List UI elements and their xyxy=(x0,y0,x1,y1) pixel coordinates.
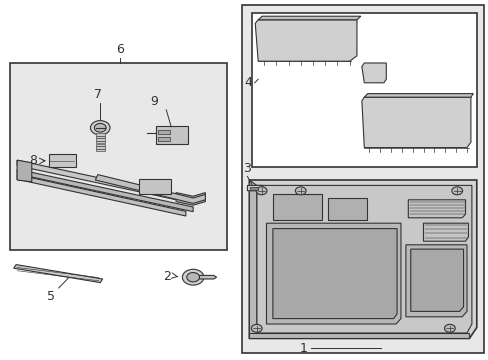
Polygon shape xyxy=(176,193,205,205)
Circle shape xyxy=(444,324,454,332)
Polygon shape xyxy=(256,185,471,333)
Bar xyxy=(96,133,104,136)
Polygon shape xyxy=(247,185,263,191)
Bar xyxy=(242,5,483,353)
Polygon shape xyxy=(249,180,256,338)
Polygon shape xyxy=(14,265,102,283)
Polygon shape xyxy=(17,169,193,212)
Bar xyxy=(251,13,476,167)
Text: 5: 5 xyxy=(47,290,55,303)
Circle shape xyxy=(295,187,305,195)
Bar xyxy=(49,154,76,167)
Polygon shape xyxy=(255,20,356,61)
Circle shape xyxy=(256,187,266,195)
Bar xyxy=(10,63,227,250)
Bar xyxy=(158,137,170,141)
Text: 3: 3 xyxy=(243,162,251,175)
Text: 4: 4 xyxy=(244,76,251,89)
Circle shape xyxy=(94,123,106,132)
Text: 6: 6 xyxy=(116,43,123,56)
Polygon shape xyxy=(95,175,205,203)
Polygon shape xyxy=(272,229,396,319)
Circle shape xyxy=(451,187,462,195)
Bar xyxy=(96,144,104,146)
Bar xyxy=(96,136,104,138)
Polygon shape xyxy=(423,223,468,241)
Bar xyxy=(250,187,258,190)
Polygon shape xyxy=(405,245,466,317)
Polygon shape xyxy=(361,63,386,83)
Polygon shape xyxy=(249,333,468,338)
Polygon shape xyxy=(361,97,470,148)
Polygon shape xyxy=(17,160,193,203)
Bar xyxy=(139,179,171,194)
Polygon shape xyxy=(249,180,476,338)
Bar xyxy=(327,198,366,220)
Circle shape xyxy=(90,121,110,135)
Text: 2: 2 xyxy=(163,270,171,283)
Text: 7: 7 xyxy=(94,88,102,101)
Polygon shape xyxy=(407,200,465,218)
Polygon shape xyxy=(410,249,463,311)
Text: 1: 1 xyxy=(299,342,306,355)
Bar xyxy=(96,149,104,151)
Bar xyxy=(272,194,321,220)
Bar xyxy=(96,138,104,141)
Bar xyxy=(96,141,104,143)
Bar xyxy=(156,126,188,144)
Polygon shape xyxy=(266,223,400,324)
Text: 9: 9 xyxy=(150,95,158,108)
Bar xyxy=(96,146,104,149)
Circle shape xyxy=(186,273,199,282)
Polygon shape xyxy=(364,94,472,97)
Circle shape xyxy=(182,269,203,285)
Polygon shape xyxy=(258,16,360,20)
Polygon shape xyxy=(199,275,216,279)
Text: 8: 8 xyxy=(29,154,37,167)
Polygon shape xyxy=(17,175,185,216)
Circle shape xyxy=(251,324,262,332)
Polygon shape xyxy=(17,160,32,182)
Bar xyxy=(158,130,170,134)
